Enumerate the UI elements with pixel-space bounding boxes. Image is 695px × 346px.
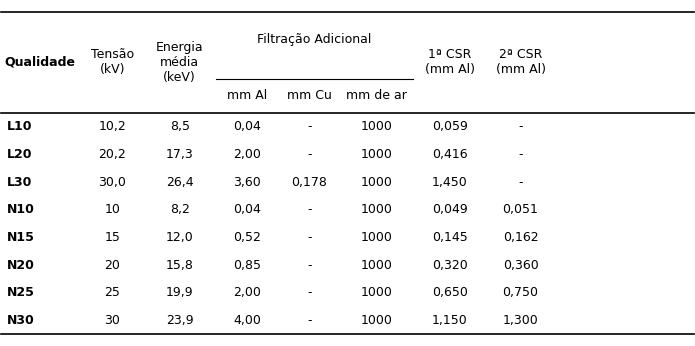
Text: 26,4: 26,4 [166,176,193,189]
Text: 1,150: 1,150 [432,314,468,327]
Text: mm Cu: mm Cu [287,89,332,102]
Text: 0,04: 0,04 [234,203,261,216]
Text: 1000: 1000 [361,203,393,216]
Text: 0,85: 0,85 [233,258,261,272]
Text: 15: 15 [104,231,120,244]
Text: 10: 10 [104,203,120,216]
Text: 0,360: 0,360 [502,258,539,272]
Text: mm de ar: mm de ar [347,89,407,102]
Text: Filtração Adicional: Filtração Adicional [257,33,372,46]
Text: 1000: 1000 [361,258,393,272]
Text: 1000: 1000 [361,314,393,327]
Text: 3,60: 3,60 [234,176,261,189]
Text: 20: 20 [104,258,120,272]
Text: 0,52: 0,52 [234,231,261,244]
Text: 1000: 1000 [361,286,393,299]
Text: 1000: 1000 [361,148,393,161]
Text: L30: L30 [7,176,32,189]
Text: N10: N10 [7,203,35,216]
Text: -: - [307,231,311,244]
Text: -: - [307,314,311,327]
Text: N30: N30 [7,314,35,327]
Text: 30,0: 30,0 [98,176,126,189]
Text: 1,300: 1,300 [502,314,539,327]
Text: N15: N15 [7,231,35,244]
Text: 8,2: 8,2 [170,203,190,216]
Text: -: - [307,286,311,299]
Text: 2ª CSR
(mm Al): 2ª CSR (mm Al) [496,48,546,76]
Text: Energia
média
(keV): Energia média (keV) [156,41,204,84]
Text: 1000: 1000 [361,176,393,189]
Text: 19,9: 19,9 [166,286,193,299]
Text: 0,049: 0,049 [432,203,468,216]
Text: L20: L20 [7,148,33,161]
Text: Tensão
(kV): Tensão (kV) [90,48,133,76]
Text: -: - [518,148,523,161]
Text: -: - [307,120,311,133]
Text: 30: 30 [104,314,120,327]
Text: 1ª CSR
(mm Al): 1ª CSR (mm Al) [425,48,475,76]
Text: 0,145: 0,145 [432,231,468,244]
Text: 25: 25 [104,286,120,299]
Text: -: - [518,176,523,189]
Text: 10,2: 10,2 [98,120,126,133]
Text: 1,450: 1,450 [432,176,468,189]
Text: N20: N20 [7,258,35,272]
Text: 0,416: 0,416 [432,148,468,161]
Text: 0,650: 0,650 [432,286,468,299]
Text: -: - [307,203,311,216]
Text: 20,2: 20,2 [98,148,126,161]
Text: L10: L10 [7,120,33,133]
Text: -: - [307,258,311,272]
Text: 4,00: 4,00 [234,314,261,327]
Text: Qualidade: Qualidade [5,56,76,69]
Text: 15,8: 15,8 [165,258,194,272]
Text: 2,00: 2,00 [234,286,261,299]
Text: 0,178: 0,178 [291,176,327,189]
Text: 23,9: 23,9 [166,314,193,327]
Text: 0,059: 0,059 [432,120,468,133]
Text: 0,04: 0,04 [234,120,261,133]
Text: -: - [518,120,523,133]
Text: 0,051: 0,051 [502,203,539,216]
Text: 8,5: 8,5 [170,120,190,133]
Text: 0,750: 0,750 [502,286,539,299]
Text: 0,320: 0,320 [432,258,468,272]
Text: 1000: 1000 [361,120,393,133]
Text: 17,3: 17,3 [166,148,193,161]
Text: N25: N25 [7,286,35,299]
Text: -: - [307,148,311,161]
Text: 1000: 1000 [361,231,393,244]
Text: 0,162: 0,162 [502,231,539,244]
Text: mm Al: mm Al [227,89,268,102]
Text: 12,0: 12,0 [166,231,193,244]
Text: 2,00: 2,00 [234,148,261,161]
